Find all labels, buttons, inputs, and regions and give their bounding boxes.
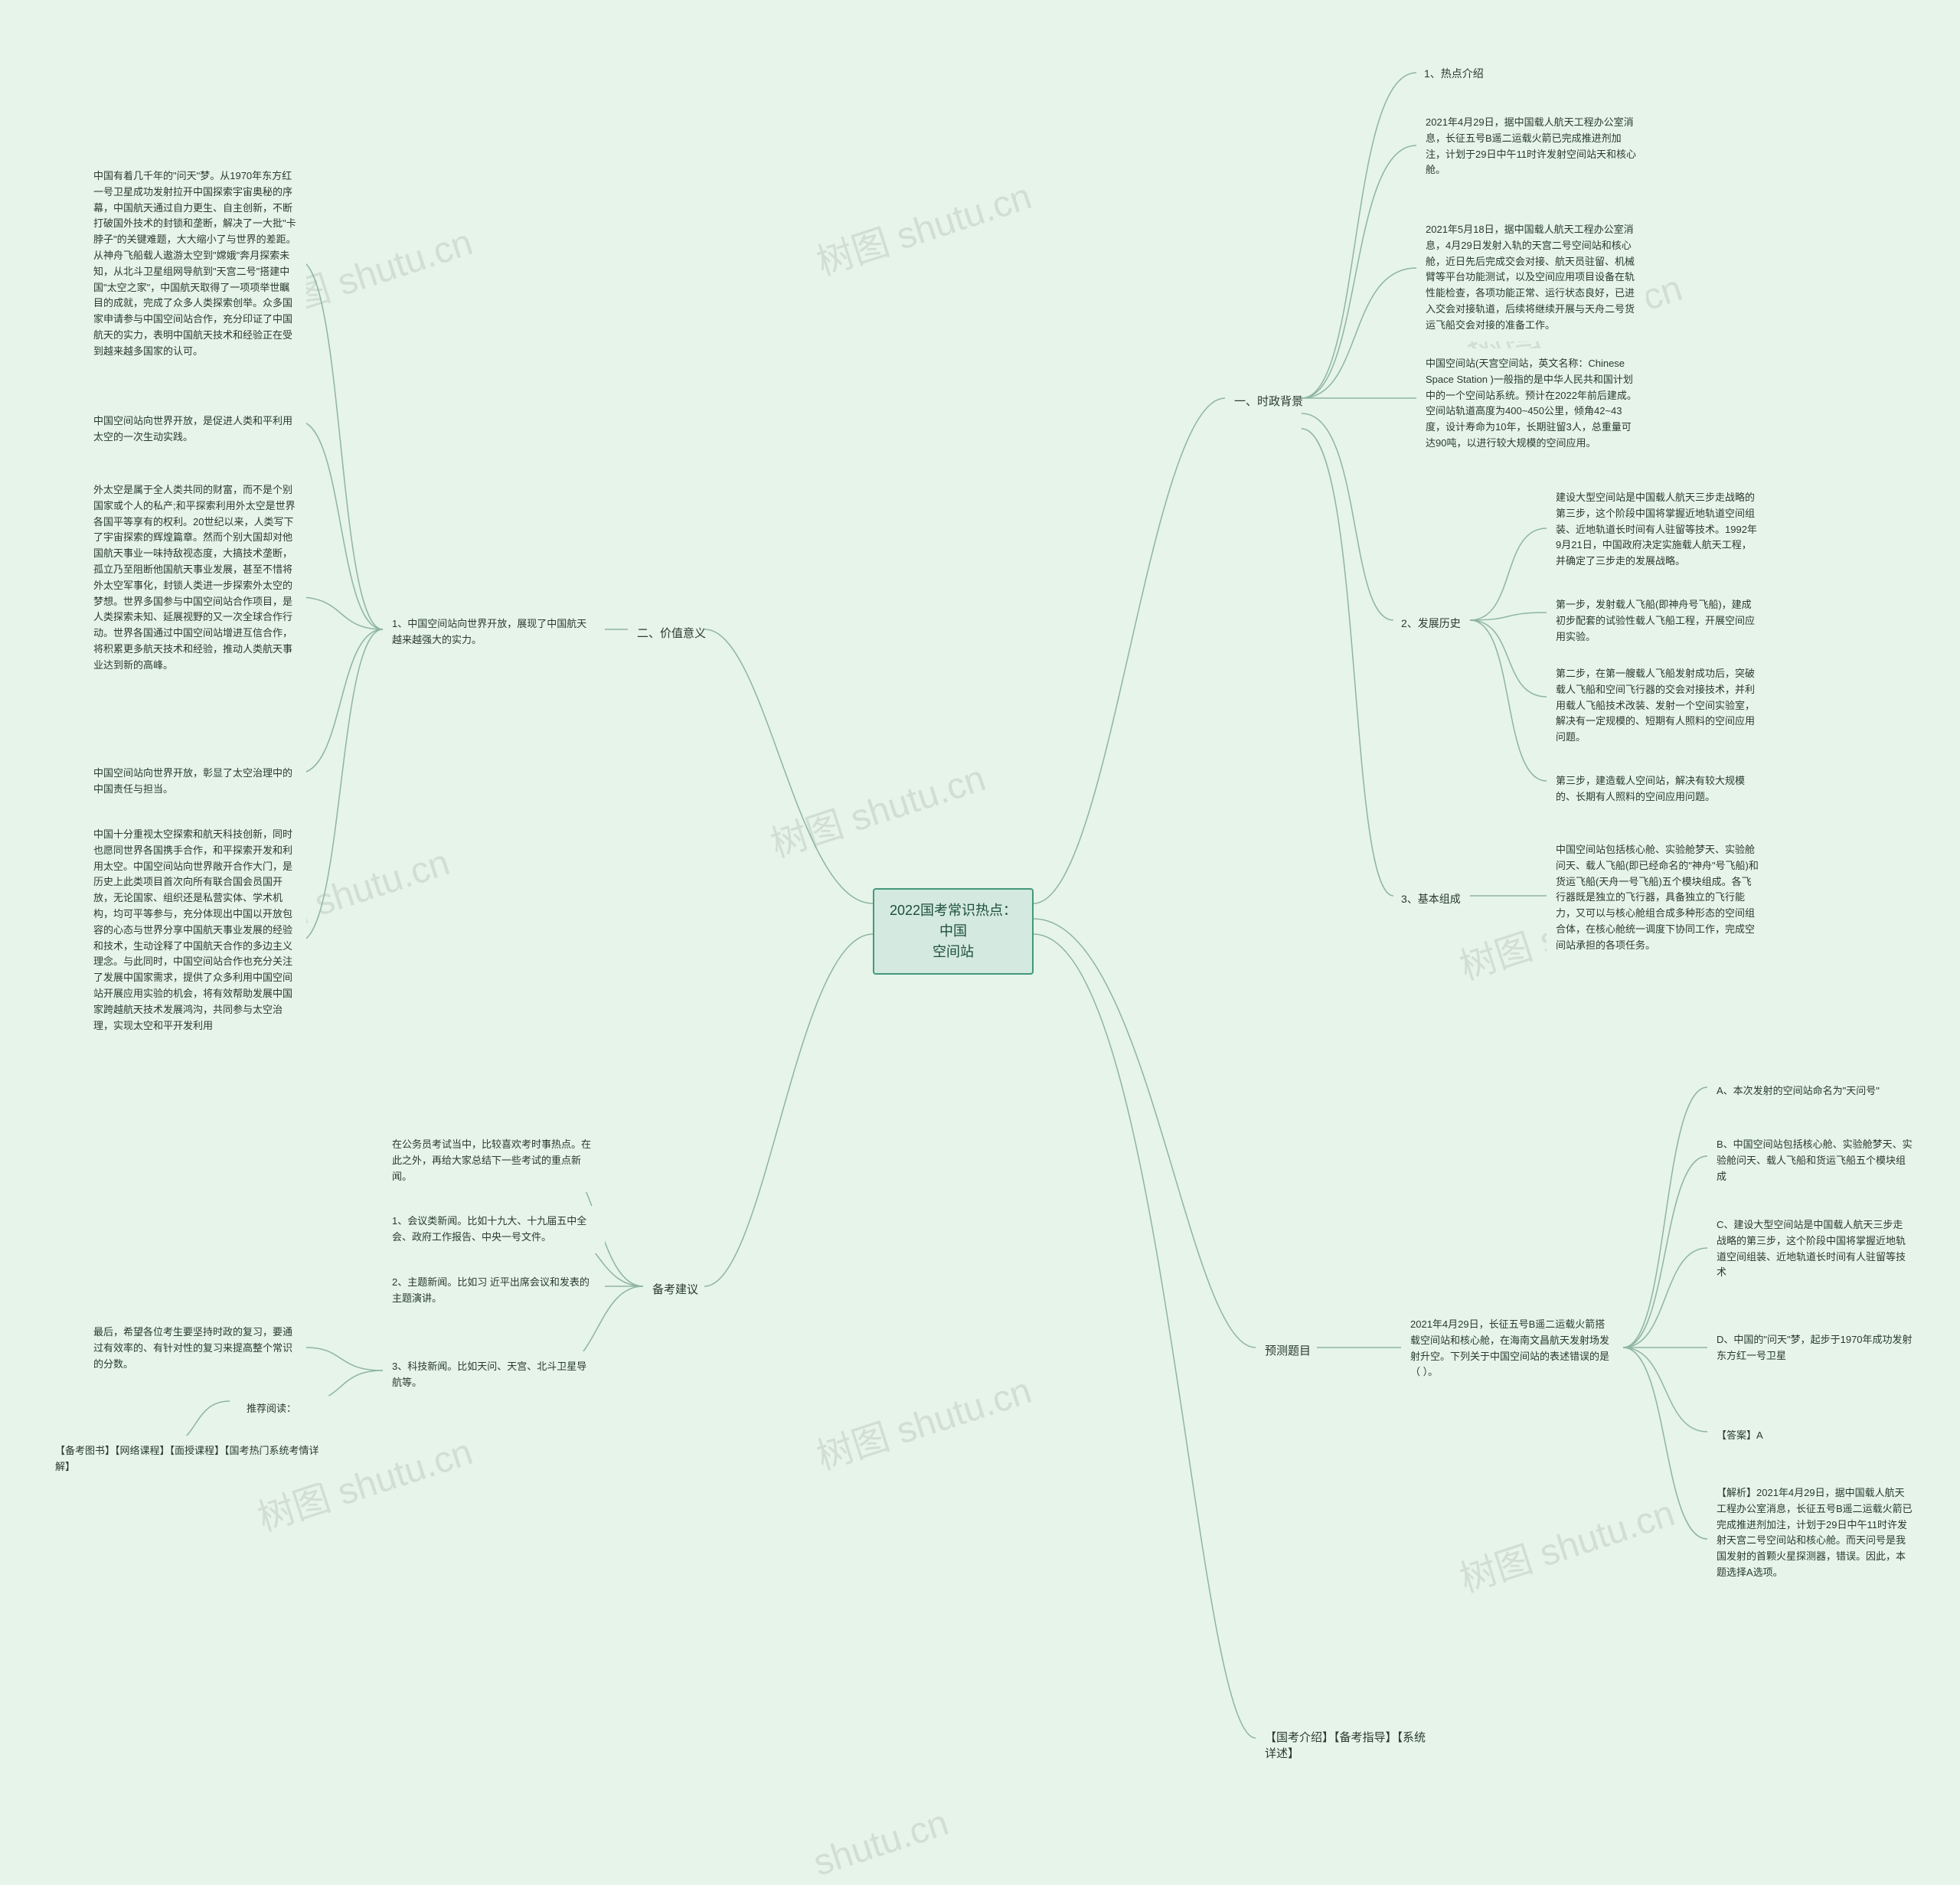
branch-prep: 备考建议 [643,1275,707,1303]
hot-intro-label: 1、热点介绍 [1416,61,1491,86]
watermark: shutu.cn [808,1802,954,1884]
composition-label: 3、基本组成 [1393,887,1468,911]
prep-node-6: 最后，希望各位考生要坚持时政的复习，要通过有效率的、有针对性的复习来提高整个常识… [84,1317,306,1380]
composition-node: 中国空间站包括核心舱、实验舱梦天、实验舱问天、载人飞船(即已经命名的"神舟"号飞… [1547,835,1769,962]
value-node-1: 中国有着几千年的"问天"梦。从1970年东方红一号卫星成功发射拉开中国探索宇宙奥… [84,161,306,368]
answer: 【答案】A [1707,1420,1922,1452]
branch-value: 二、价值意义 [628,619,715,647]
branch-question: 预测题目 [1256,1336,1320,1364]
option-a: A、本次发射的空间站命名为"天问号" [1707,1076,1922,1107]
watermark: 树图 shutu.cn [763,748,991,867]
history-node-1: 建设大型空间站是中国载人航天三步走战略的第三步，这个阶段中国将掌握近地轨道空间组… [1547,482,1769,577]
prep-node-2: 1、会议类新闻。比如十九大、十九届五中全会、政府工作报告、中央一号文件。 [383,1206,605,1253]
watermark: 树图 shutu.cn [1452,1483,1680,1602]
history-node-4: 第三步，建造载人空间站，解决有较大规模的、长期有人照料的空间应用问题。 [1547,766,1769,813]
history-node-3: 第二步，在第一艘载人飞船发射成功后，突破载人飞船和空间飞行器的交会对接技术，并利… [1547,658,1769,753]
value-node-3: 外太空是属于全人类共同的财富，而不是个别国家或个人的私产;和平探索利用外太空是世… [84,475,306,681]
hot-node-1: 2021年4月29日，据中国载人航天工程办公室消息，长征五号B遥二运载火箭已完成… [1416,107,1646,186]
option-c: C、建设大型空间站是中国载人航天三步走战略的第三步，这个阶段中国将掌握近地轨道空… [1707,1210,1922,1289]
value-sub: 1、中国空间站向世界开放，展现了中国航天越来越强大的实力。 [383,609,605,656]
prep-node-5: 推荐阅读： [237,1393,329,1425]
watermark: 树图 shutu.cn [808,1361,1037,1480]
prep-node-7: 【备考图书】【网络课程】【面授课程】【国考热门系统考情详解】 [46,1436,337,1483]
center-topic: 2022国考常识热点：中国 空间站 [873,888,1034,975]
center-line1: 2022国考常识热点：中国 [890,903,1017,939]
value-node-5: 中国十分重视太空探索和航天科技创新，同时也愿同世界各国携手合作，和平探索开发和利… [84,819,306,1041]
prep-node-1: 在公务员考试当中，比较喜欢考时事热点。在此之外，再给大家总结下一些考试的重点新闻… [383,1129,605,1192]
prep-node-3: 2、主题新闻。比如习 近平出席会议和发表的主题演讲。 [383,1267,605,1315]
history-node-2: 第一步，发射载人飞船(即神舟号飞船)，建成初步配套的试验性载人飞船工程，开展空间… [1547,590,1769,652]
watermark: 树图 shutu.cn [808,166,1037,286]
hot-node-2: 2021年5月18日，据中国载人航天工程办公室消息，4月29日发射入轨的天宫二号… [1416,214,1646,341]
hot-node-3: 中国空间站(天宫空间站，英文名称：Chinese Space Station )… [1416,348,1646,459]
center-line2: 空间站 [933,944,974,959]
value-node-4: 中国空间站向世界开放，彰显了太空治理中的中国责任与担当。 [84,758,306,805]
option-b: B、中国空间站包括核心舱、实验舱梦天、实验舱问天、载人飞船和货运飞船五个模块组成 [1707,1129,1922,1192]
value-node-2: 中国空间站向世界开放，是促进人类和平利用太空的一次生动实践。 [84,406,306,453]
option-d: D、中国的"问天"梦，起步于1970年成功发射东方红一号卫星 [1707,1325,1922,1372]
explanation: 【解析】2021年4月29日，据中国载人航天工程办公室消息，长征五号B遥二运载火… [1707,1478,1922,1589]
branch-links: 【国考介绍】【备考指导】【系统 详述】 [1256,1723,1470,1767]
branch-background: 一、时政背景 [1225,387,1312,415]
question-stem: 2021年4月29日，长征五号B遥二运载火箭搭载空间站和核心舱，在海南文昌航天发… [1401,1309,1623,1388]
prep-node-4: 3、科技新闻。比如天问、天宫、北斗卫星导航等。 [383,1351,605,1399]
history-label: 2、发展历史 [1393,611,1468,635]
